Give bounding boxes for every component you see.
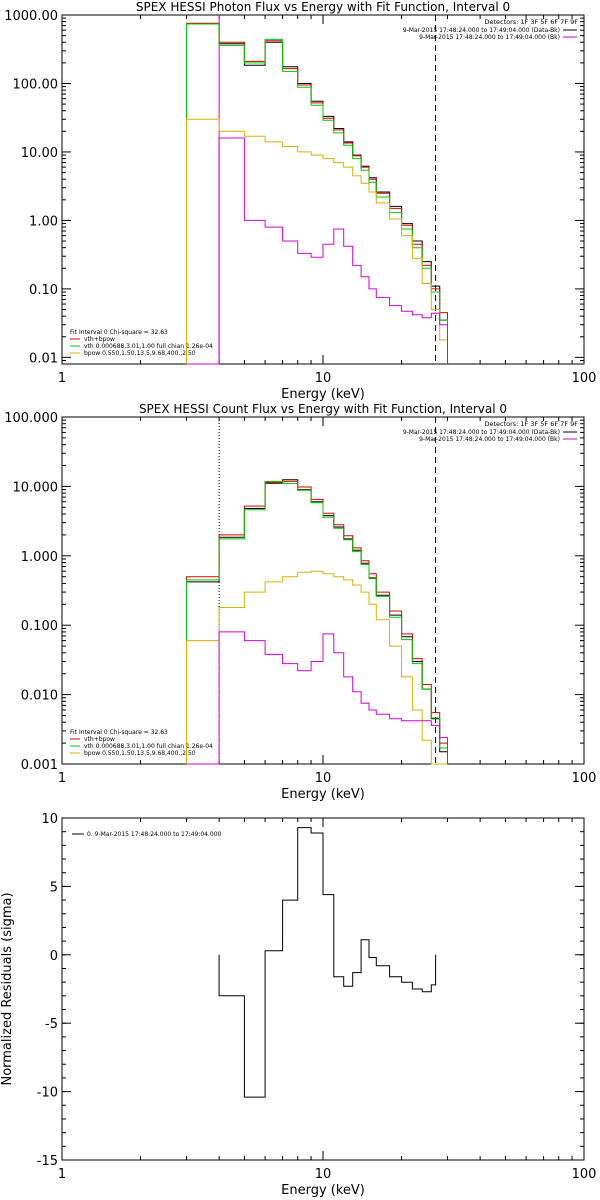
legend: Fit Interval 0 Chi-square = 32.63vth+bpo… <box>70 329 213 357</box>
y-tick-label: 10.00 <box>21 146 58 161</box>
legend: 0. 9-Mar-2015 17:48:24.000 to 17:49:04.0… <box>72 831 222 838</box>
interval-label: 9-Mar-2015 17:48:24.000 to 17:49:04.000 … <box>403 429 560 436</box>
y-tick-label: 10.000 <box>13 480 59 495</box>
y-tick-label: 0.10 <box>29 283 58 298</box>
y-tick-label: -5 <box>45 1017 58 1032</box>
interval-label: 9-Mar-2015 17:48:24.000 to 17:49:04.000 … <box>403 27 560 34</box>
x-axis-label: Energy (keV) <box>281 1183 365 1198</box>
legend: Fit Interval 0 Chi-square = 32.63vth+bpo… <box>70 729 213 757</box>
y-axis: 1000.00 100.00 10.00 1.00 0.10 0.01 <box>4 9 584 366</box>
chart-title: SPEX HESSI Count Flux vs Energy with Fit… <box>139 402 507 416</box>
y-tick-label: -10 <box>37 1086 58 1101</box>
legend-item: vth+bpow <box>84 736 115 743</box>
y-tick-label: 0.010 <box>21 689 58 704</box>
fit-summary: Fit Interval 0 Chi-square = 32.63 <box>70 729 168 736</box>
y-tick-label: 1.000 <box>21 550 58 565</box>
series-line <box>186 23 448 364</box>
plot-frame <box>61 416 585 765</box>
x-axis: 1 10 100 <box>58 818 597 1182</box>
series-line <box>186 23 448 364</box>
x-axis: 1 10 100 <box>58 15 597 386</box>
series-line <box>218 827 437 1098</box>
chart-title: SPEX HESSI Photon Flux vs Energy with Fi… <box>136 0 510 14</box>
y-tick-label: 0.001 <box>21 758 58 773</box>
legend-item: vth+bpow <box>84 336 115 343</box>
legend-item: vth 0.000688,3.01,1.00 full chian 1.26e-… <box>84 743 213 750</box>
x-axis-label: Energy (keV) <box>281 787 365 802</box>
panel-1: SPEX HESSI Photon Flux vs Energy with Fi… <box>4 0 596 402</box>
x-tick-label: 10 <box>315 371 332 386</box>
y-tick-label: 10 <box>41 812 58 827</box>
detectors-label: Detectors: 1F 3F 5F 6F 7F 9F <box>484 18 578 26</box>
y-tick-label: 5 <box>50 880 58 895</box>
x-axis-label: Energy (keV) <box>281 387 365 402</box>
panel-2: SPEX HESSI Count Flux vs Energy with Fit… <box>4 402 596 802</box>
fit-summary: Fit Interval 0 Chi-square = 32.63 <box>70 329 168 336</box>
interval-label: 9-Mar-2015 17:48:24.000 to 17:49:04.000 … <box>419 436 560 443</box>
series-line <box>186 137 448 365</box>
legend-item: bpow 0.550,1.50,13.5,9.68,400.,2.50 <box>84 750 196 757</box>
info-block: Detectors: 1F 3F 5F 6F 7F 9F9-Mar-2015 1… <box>403 18 578 41</box>
y-tick-label: 0 <box>50 949 58 964</box>
x-tick-label: 1 <box>58 1167 66 1182</box>
x-tick-label: 1 <box>58 371 66 386</box>
series-line <box>186 479 448 764</box>
series-line <box>186 631 448 765</box>
series-line <box>186 480 448 764</box>
legend-item: vth 0.000688,3.01,1.00 full chian 1.26e-… <box>84 343 213 350</box>
x-tick-label: 100 <box>572 1167 597 1182</box>
y-tick-label: -15 <box>37 1154 58 1169</box>
series-line <box>186 480 448 764</box>
y-tick-label: 0.100 <box>21 619 58 634</box>
info-block: Detectors: 1F 3F 5F 6F 7F 9F9-Mar-2015 1… <box>403 420 578 443</box>
y-tick-label: 1.00 <box>29 214 58 229</box>
legend-item: bpow 0.550,1.50,13.5,9.68,400.,2.50 <box>84 350 196 357</box>
series-line <box>186 570 448 765</box>
y-tick-label: 0.01 <box>29 351 58 366</box>
x-tick-label: 10 <box>315 1167 332 1182</box>
x-tick-label: 100 <box>572 771 597 786</box>
plot-frame <box>61 14 585 365</box>
y-tick-label: 100.000 <box>4 411 58 426</box>
y-tick-label: 100.00 <box>13 77 59 92</box>
y-axis: 10 5 0 -5 -10 -15 <box>37 812 584 1169</box>
y-axis-label: Normalized Residuals (sigma) <box>0 892 15 1085</box>
detectors-label: Detectors: 1F 3F 5F 6F 7F 9F <box>484 420 578 428</box>
y-tick-label: 1000.00 <box>4 9 58 24</box>
x-tick-label: 1 <box>58 771 66 786</box>
x-tick-label: 100 <box>572 371 597 386</box>
y-axis: 100.000 10.000 1.000 0.100 0.010 0.001 <box>4 411 584 773</box>
series-line <box>186 22 448 364</box>
interval-label: 9-Mar-2015 17:48:24.000 to 17:49:04.000 … <box>419 34 560 41</box>
x-tick-label: 10 <box>315 771 332 786</box>
series-line <box>186 118 448 364</box>
legend-item: 0. 9-Mar-2015 17:48:24.000 to 17:49:04.0… <box>87 831 222 838</box>
